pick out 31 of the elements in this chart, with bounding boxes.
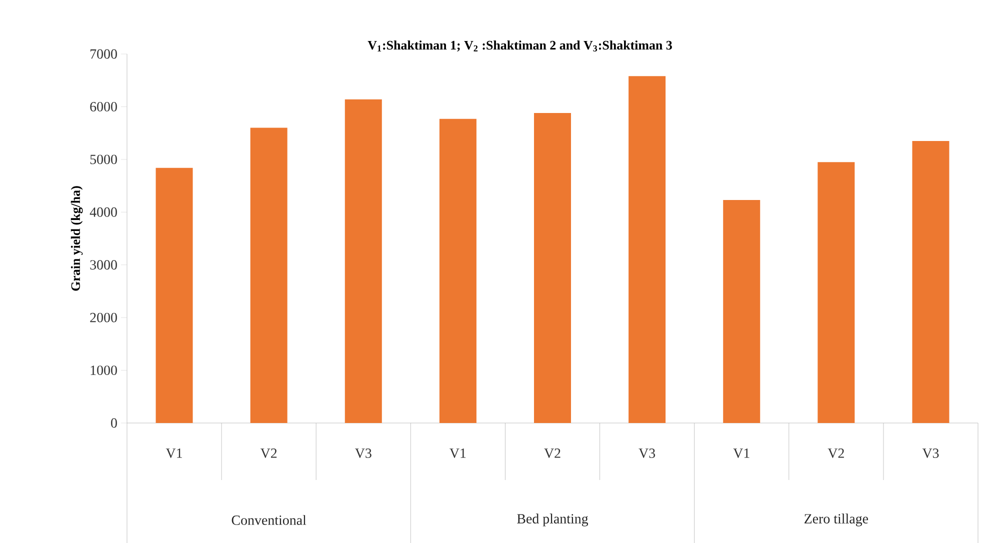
x-tick-label: V2 [828,448,844,458]
x-tick-label: V2 [260,448,277,458]
x-tick-label: V1 [733,448,750,458]
x-tick-label: V3 [922,448,939,458]
y-tick-label: 2000 [90,312,117,322]
bar [344,99,382,423]
bar [818,162,855,423]
y-tick-label: 5000 [90,154,117,164]
x-tick-label: V3 [355,448,372,458]
bar [912,140,950,423]
text: Bed planting [517,514,588,526]
text: Zero tillage [804,514,868,526]
x-tick-label: V1 [166,448,182,458]
x-tick-label: V1 [450,448,466,458]
y-tick-label: 1000 [90,366,117,375]
text: Conventional [232,515,306,525]
x-tick-label: V2 [544,448,560,458]
bar [723,200,760,423]
bar [628,76,666,423]
bar [156,168,193,423]
y-tick-label: 7000 [90,49,117,59]
y-tick-label: 6000 [90,102,117,112]
y-axis-title: Grain yield (kg/ha) [70,186,83,291]
chart-title: V$_{1}$:Shaktiman 1; V$_{2}$ :Shaktiman 2 and V$_{3}$:Shaktiman 3 [368,40,672,52]
bar [534,113,572,423]
y-tick-label: 0 [111,418,117,428]
y-tick-label: 4000 [90,207,117,217]
bar [250,128,288,423]
y-tick-label: 3000 [90,260,117,270]
x-tick-label: V3 [638,448,656,458]
bar [439,118,476,423]
